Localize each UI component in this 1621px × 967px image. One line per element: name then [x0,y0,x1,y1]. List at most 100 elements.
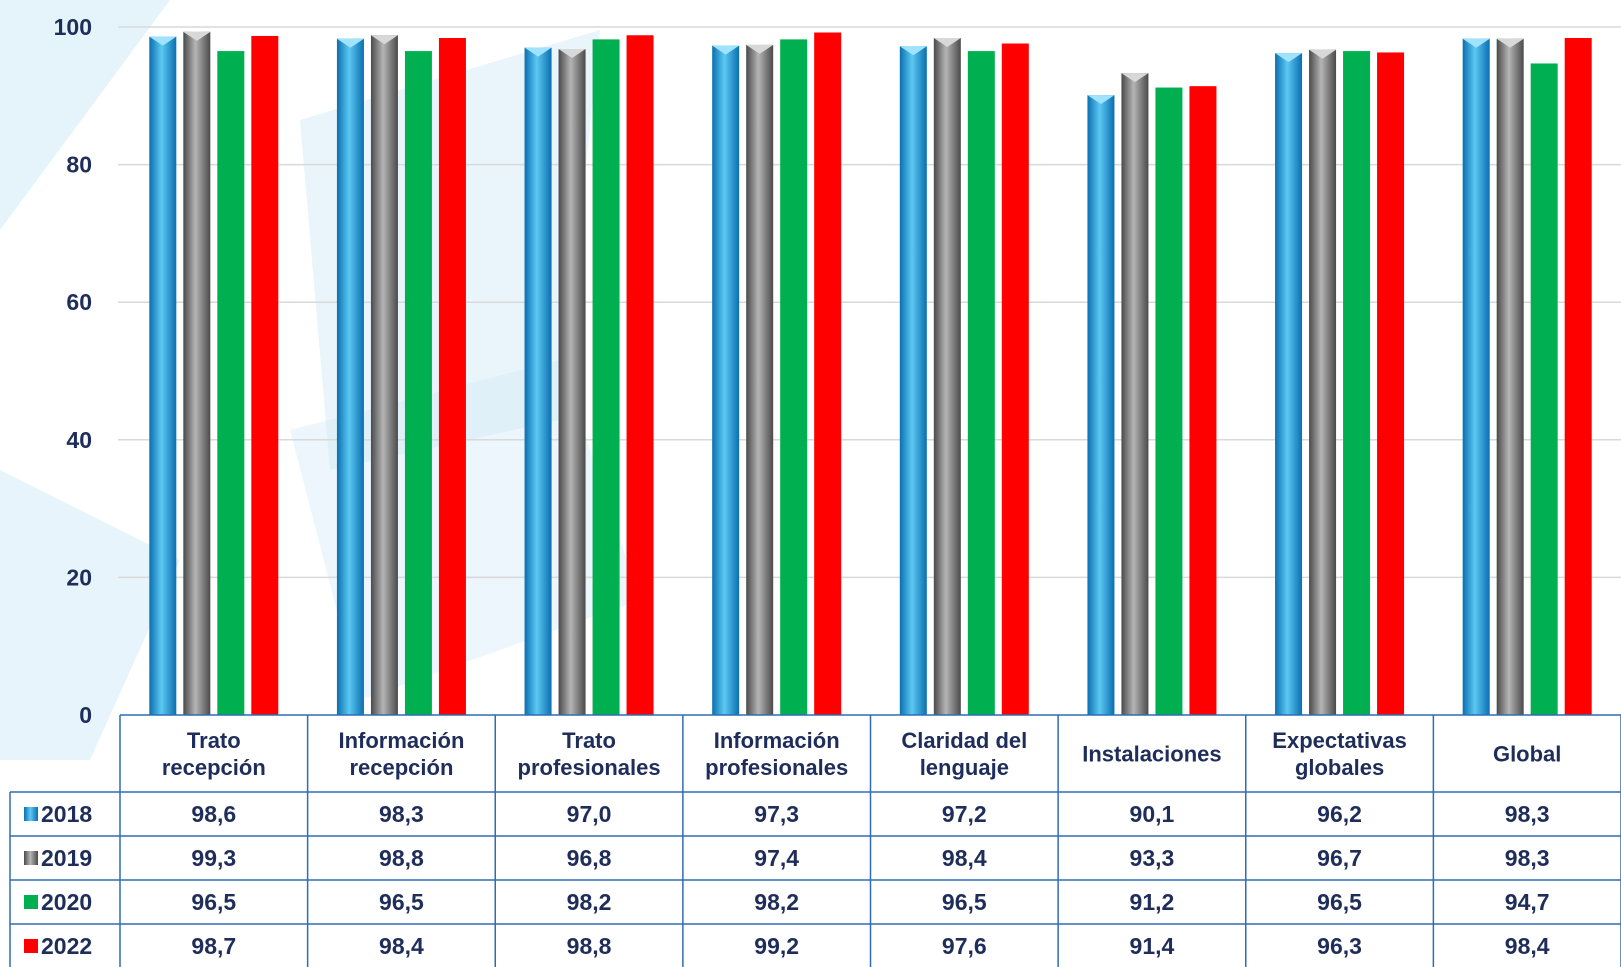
bar [183,31,211,716]
data-label: 93,3 [1130,845,1175,871]
data-label: 98,4 [1505,933,1550,959]
legend-label: 2022 [41,933,92,959]
bar [592,39,620,716]
data-label: 98,3 [379,801,424,827]
y-tick-label: 0 [79,702,92,728]
bar [1462,38,1490,716]
bar [370,35,398,716]
category-label: recepción [162,755,266,780]
bar-cap [1121,73,1149,83]
bar [967,51,995,715]
data-label: 96,2 [1317,801,1362,827]
bar-cap [183,31,211,41]
bar-cap [1462,38,1490,48]
data-label: 98,6 [191,801,236,827]
bar [1275,53,1303,716]
category-label: Trato [187,728,241,753]
category-label: Global [1493,742,1561,767]
legend-key [24,895,38,909]
legend-key [24,807,38,821]
data-label: 96,5 [379,889,424,915]
bar [1564,38,1592,716]
data-label: 96,3 [1317,933,1362,959]
data-label: 96,5 [1317,889,1362,915]
y-tick-label: 20 [66,564,92,590]
y-tick-label: 80 [66,152,92,178]
data-label: 97,3 [754,801,799,827]
data-label: 99,3 [191,845,236,871]
bar [1496,38,1524,716]
data-label: 90,1 [1130,801,1175,827]
data-label: 91,2 [1130,889,1175,915]
category-label: recepción [349,755,453,780]
bar-cap [1087,95,1115,105]
data-label: 98,2 [567,889,612,915]
bar-cap [149,36,177,46]
data-label: 98,4 [379,933,424,959]
bar-cap [558,49,586,59]
bar [814,32,842,715]
bar [746,44,774,715]
watermark-shape [0,470,180,760]
bar [336,38,364,716]
bar [1309,49,1337,716]
y-tick-label: 40 [66,427,92,453]
data-label: 91,4 [1130,933,1175,959]
category-label: Información [714,728,840,753]
legend-label: 2019 [41,845,92,871]
category-label: Instalaciones [1082,742,1221,767]
bar-cap [933,38,961,48]
bar [1087,95,1115,715]
category-label: Claridad del [901,728,1027,753]
bar [1121,73,1149,715]
bar [524,47,552,715]
data-label: 98,8 [567,933,612,959]
category-label: lenguaje [920,755,1009,780]
data-label: 96,8 [567,845,612,871]
data-label: 99,2 [754,933,799,959]
bar-cap [336,38,364,48]
y-tick-label: 100 [54,14,92,40]
bar [626,35,654,716]
data-label: 98,3 [1505,801,1550,827]
data-label: 96,5 [942,889,987,915]
bar [1377,52,1405,716]
data-label: 97,6 [942,933,987,959]
data-label: 98,8 [379,845,424,871]
bar [1155,87,1183,715]
legend-label: 2018 [41,801,92,827]
category-label: Expectativas [1272,728,1407,753]
data-label: 96,5 [191,889,236,915]
category-label: profesionales [705,755,848,780]
category-label: profesionales [518,755,661,780]
bar [404,51,432,715]
data-label: 96,7 [1317,845,1362,871]
category-label: Trato [562,728,616,753]
legend-key [24,939,38,953]
bar-cap [712,45,740,55]
bar-cap [1309,49,1337,59]
bar-cap [524,47,552,57]
bar [558,49,586,716]
data-label: 97,0 [567,801,612,827]
legend-label: 2020 [41,889,92,915]
bar [1343,51,1371,715]
legend-key [24,851,38,865]
data-label: 98,7 [191,933,236,959]
y-tick-label: 60 [66,289,92,315]
category-label: Información [338,728,464,753]
bar-cap [1496,38,1524,48]
data-label: 98,2 [754,889,799,915]
data-label: 98,4 [942,845,987,871]
bar-cap [899,46,927,56]
bar [933,38,961,716]
bar [1530,63,1558,716]
bar [438,38,466,716]
bar [899,46,927,716]
bar [712,45,740,716]
data-label: 97,4 [754,845,799,871]
bar [780,39,808,716]
bar-cap [1275,53,1303,63]
